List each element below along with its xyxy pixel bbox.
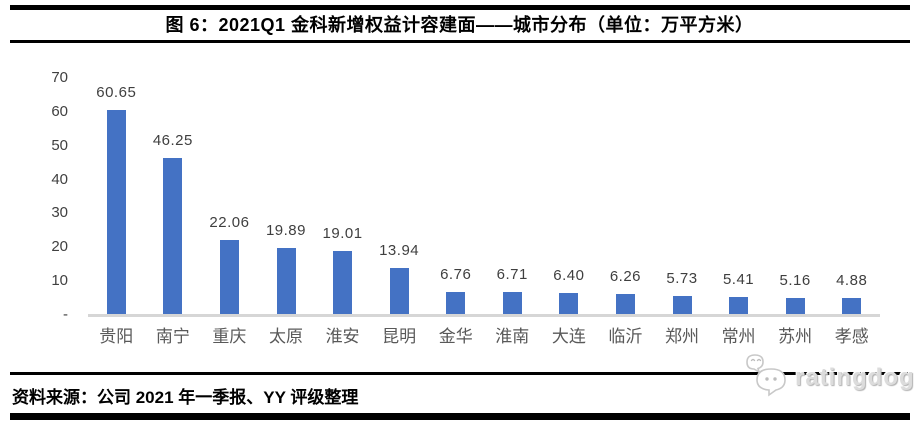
y-tick-label: - [63,306,68,323]
bar-value-label: 46.25 [152,132,193,150]
y-tick-label: 20 [51,238,68,256]
y-tick-label: 50 [51,136,68,154]
footer-divider-rule [10,372,910,375]
x-tick-label: 淮安 [325,327,360,347]
x-tick-label: 太原 [268,327,303,347]
bar-value-label: 5.41 [722,270,755,288]
bar [163,158,183,315]
bar [672,295,692,315]
bar [276,247,296,315]
bar [842,298,862,315]
bar-chart: - 10 20 30 40 50 60 70 60.65 贵阳 46.25 南宁 22.06 重庆 19.8… [0,55,919,365]
bar [333,250,353,315]
bar-value-label: 22.06 [209,214,250,232]
x-tick-label: 南宁 [155,327,190,347]
bar [389,267,409,315]
bar [559,293,579,315]
x-tick-label: 贵阳 [99,327,134,347]
bottom-border-rule [10,413,910,420]
bar-value-label: 6.76 [440,266,472,284]
x-tick-label: 昆明 [382,327,417,347]
y-tick-label: 60 [51,102,68,120]
bar-value-label: 6.71 [496,266,528,284]
logo-wordmark: ratingdog [795,364,915,391]
bar [219,240,239,315]
x-tick-label: 苏州 [778,327,813,347]
bar-value-label: 6.26 [609,267,642,285]
chart-title: 图 6：2021Q1 金科新增权益计容建面——城市分布（单位：万平方米） [165,15,754,35]
dog-face-icon [741,352,793,405]
x-tick-label: 大连 [551,327,586,347]
bar-value-label: 19.89 [265,221,306,239]
bar-value-label: 13.94 [379,241,420,259]
bar [785,297,805,315]
bar-value-label: 60.65 [96,83,137,101]
x-tick-label: 淮南 [495,327,530,347]
bar [446,292,466,315]
y-tick-label: 40 [51,170,68,188]
ratingdog-logo: ratingdog [741,352,915,405]
bar [729,296,749,315]
bar-value-label: 5.16 [779,271,811,289]
x-tick-label: 孝感 [834,327,869,347]
data-source-note: 资料来源：公司 2021 年一季报、YY 评级整理 [12,388,359,407]
y-tick-label: 30 [51,204,68,222]
x-tick-label: 金华 [438,327,473,347]
x-axis-line [88,314,880,317]
bar [615,293,635,315]
x-tick-label: 临沂 [608,327,643,347]
x-tick-label: 重庆 [212,327,247,347]
title-divider-rule [10,40,910,43]
top-border-rule [10,5,910,10]
y-tick-label: 10 [51,272,68,290]
bar-value-label: 6.40 [553,267,585,285]
x-tick-label: 常州 [721,327,756,347]
x-tick-label: 郑州 [664,327,699,347]
bar-value-label: 19.01 [322,224,363,242]
bar-value-label: 5.73 [666,269,698,287]
bar [502,292,522,315]
y-tick-label: 70 [51,69,68,86]
bar [106,109,126,315]
bar-value-label: 4.88 [836,272,868,290]
